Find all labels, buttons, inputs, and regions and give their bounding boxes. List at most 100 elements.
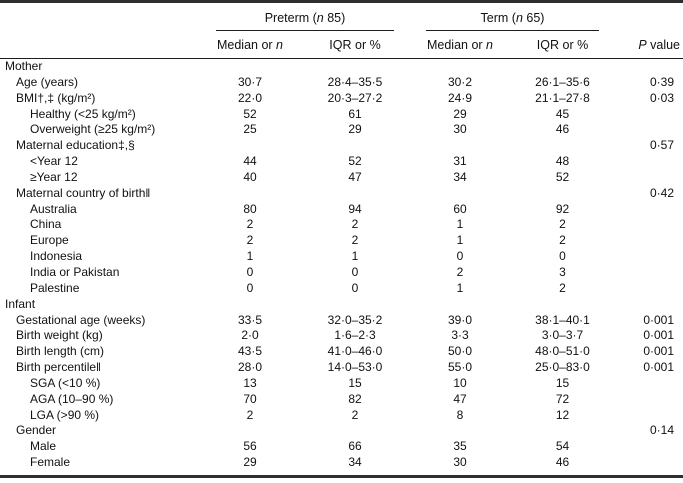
cell-term-median: 10 (453, 375, 467, 390)
cell-preterm-iqr: 32·0–35·2 (327, 312, 383, 327)
cell-term-median: 1 (456, 280, 464, 295)
cell-p-value (615, 439, 683, 455)
cell-preterm-median: 1 (246, 249, 254, 264)
cell-preterm-iqr: 14·0–53·0 (327, 360, 383, 375)
cell-preterm-median: 25 (243, 122, 257, 137)
cell-preterm-iqr: 28·4–35·5 (327, 74, 383, 89)
cell-term-median: 24·9 (447, 90, 473, 105)
cell-term-median: 60 (453, 201, 467, 216)
table-row: Birth percentile‖ 28·0 14·0–53·0 55·0 25… (0, 360, 683, 376)
table-row: Birth weight (kg) 2·0 1·6–2·3 3·3 3·0–3·… (0, 328, 683, 344)
cell-p-value: 0·03 (649, 90, 675, 105)
table-row: Indonesia 1 1 0 0 (0, 249, 683, 265)
cell-preterm-iqr: 15 (348, 375, 362, 390)
cell-term-iqr (510, 423, 615, 439)
row-label: LGA (>90 %) (30, 407, 100, 422)
cell-term-iqr: 54 (555, 439, 570, 454)
cell-term-median: 30·2 (447, 74, 473, 89)
group-header-preterm: Preterm (n 85) (200, 2, 410, 31)
cell-term-median: 0 (456, 249, 464, 264)
group-header-row: Preterm (n 85) Term (n 65) (0, 2, 683, 32)
cell-preterm-median: 13 (243, 375, 257, 390)
cell-term-median: 2 (456, 264, 464, 279)
median-label-n: n (276, 38, 283, 52)
row-label: China (30, 217, 62, 232)
cell-p-value (615, 233, 683, 249)
cell-p-value (615, 392, 683, 408)
column-header-row: Median or n IQR or % Median or n IQR or … (0, 31, 683, 59)
cell-term-median: 55·0 (447, 360, 473, 375)
cell-term-median (410, 297, 510, 313)
cell-preterm-median: 70 (243, 391, 257, 406)
table-row: Overweight (≥25 kg/m²) 25 29 30 46 (0, 122, 683, 138)
cell-term-median: 35 (453, 439, 467, 454)
cell-term-median (410, 423, 510, 439)
label-column-header (0, 31, 200, 59)
cell-preterm-iqr: 47 (348, 169, 362, 184)
median-label-text: Median or (426, 38, 487, 52)
cell-term-median: 3·3 (451, 328, 469, 343)
cell-term-iqr: 52 (555, 169, 570, 184)
group-preterm-n: n (316, 11, 324, 25)
cell-term-iqr (510, 186, 615, 202)
cell-term-median: 30 (453, 122, 467, 137)
cell-preterm-median (200, 138, 300, 154)
table-row: Maternal education‡,§ 0·57 (0, 138, 683, 154)
cell-preterm-median: 33·5 (237, 312, 263, 327)
row-label: ≥Year 12 (30, 169, 78, 184)
cell-p-value: 0·14 (649, 423, 675, 438)
table-row: <Year 12 44 52 31 48 (0, 154, 683, 170)
col-header-term-median: Median or n (410, 31, 510, 59)
cell-preterm-iqr (300, 138, 410, 154)
col-header-preterm-iqr: IQR or % (300, 31, 410, 59)
row-label: Birth percentile‖ (16, 360, 101, 375)
cell-preterm-iqr (300, 423, 410, 439)
row-label: Gestational age (weeks) (16, 312, 146, 327)
row-label: Indonesia (30, 249, 83, 264)
cell-p-value (615, 455, 683, 476)
group-term-suffix: 65) (522, 11, 545, 25)
cell-p-value (615, 202, 683, 218)
cell-preterm-median (200, 59, 300, 75)
table-row: Australia 80 94 60 92 (0, 202, 683, 218)
group-preterm-suffix: 85) (323, 11, 346, 25)
cell-p-value: 0·001 (643, 328, 675, 343)
cell-p-value (615, 107, 683, 123)
cell-preterm-iqr: 20·3–27·2 (327, 90, 383, 105)
row-label: Maternal country of birth‖ (16, 185, 151, 200)
cell-preterm-iqr: 0 (351, 280, 359, 295)
cell-preterm-iqr: 82 (348, 391, 362, 406)
cell-term-median: 50·0 (447, 344, 473, 359)
cell-preterm-iqr (300, 297, 410, 313)
table-row: Maternal country of birth‖ 0·42 (0, 186, 683, 202)
cell-preterm-median: 2 (246, 217, 254, 232)
table-row: Palestine 0 0 1 2 (0, 281, 683, 297)
table-body: Mother Age (years) 30·7 28·4–35·5 30·2 2… (0, 59, 683, 477)
cell-term-iqr (510, 297, 615, 313)
col-header-preterm-median: Median or n (200, 31, 300, 59)
cell-term-iqr: 12 (555, 407, 570, 422)
cell-preterm-median: 22·0 (237, 90, 263, 105)
cell-term-median (410, 186, 510, 202)
cell-term-iqr (510, 138, 615, 154)
cell-preterm-iqr: 0 (351, 264, 359, 279)
cell-term-iqr: 25·0–83·0 (535, 360, 590, 375)
group-preterm-prefix: Preterm ( (264, 11, 317, 25)
cell-preterm-median: 40 (243, 169, 257, 184)
cell-term-iqr: 48 (555, 154, 570, 169)
cell-term-iqr: 2 (559, 233, 566, 248)
p-label-text: value (646, 38, 681, 52)
cell-p-value (615, 170, 683, 186)
p-value-empty-cell (615, 2, 683, 32)
table-row: Infant (0, 297, 683, 313)
table-row: China 2 2 1 2 (0, 217, 683, 233)
row-label: Mother (5, 59, 43, 73)
col-header-term-iqr: IQR or % (510, 31, 616, 59)
row-label: Australia (30, 201, 77, 216)
table-row: AGA (10–90 %) 70 82 47 72 (0, 392, 683, 408)
cell-p-value (615, 297, 683, 313)
cell-term-median: 47 (453, 391, 467, 406)
table-row: India or Pakistan 0 0 2 3 (0, 265, 683, 281)
